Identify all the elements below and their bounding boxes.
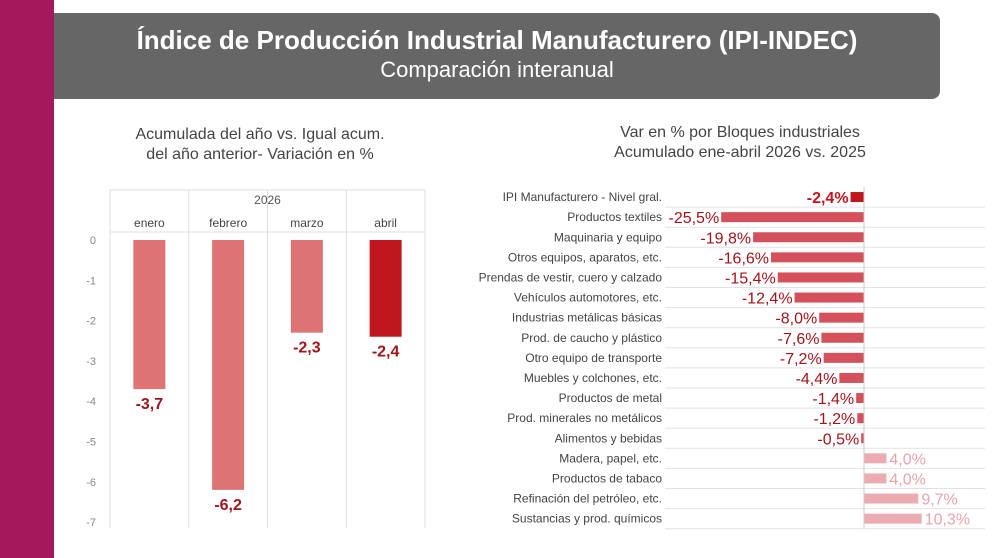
bar-value-label: -3,7: [136, 396, 164, 413]
page-title: Índice de Producción Industrial Manufact…: [136, 25, 858, 55]
bar-value-label: -1,2%: [813, 411, 855, 428]
bar-value-label: 9,7%: [921, 492, 957, 509]
category-label: Productos textiles: [567, 210, 662, 224]
bar-value-label: -8,0%: [775, 311, 817, 328]
left-chart-title: Acumulada del año vs. Igual acum. del añ…: [90, 125, 430, 165]
category-label: Productos de metal: [559, 391, 662, 405]
block-bar: [864, 493, 919, 504]
block-bar: [839, 372, 864, 383]
block-bar: [850, 192, 864, 203]
y-tick-label: -5: [86, 437, 96, 449]
y-tick-label: -3: [86, 356, 96, 368]
category-label: Sustancias y prod. químicos: [512, 512, 662, 526]
year-group-label: 2026: [254, 193, 281, 207]
block-bar: [721, 212, 864, 223]
category-label: Otro equipo de transporte: [525, 351, 662, 365]
block-bar: [753, 232, 864, 243]
month-label: enero: [134, 216, 165, 230]
y-tick-label: 0: [90, 235, 96, 247]
month-bar: [290, 240, 323, 333]
bar-value-label: 4,0%: [889, 451, 925, 468]
category-label: Prod. minerales no metálicos: [507, 411, 662, 425]
left-chart-title-line2: del año anterior- Variación en %: [146, 146, 374, 163]
category-label: Refinación del petróleo, etc.: [513, 492, 662, 506]
month-bar: [212, 240, 245, 490]
category-label: Maquinaria y equipo: [554, 230, 662, 244]
block-bar: [821, 332, 864, 343]
right-chart-title-line2: Acumulado ene-abril 2026 vs. 2025: [614, 144, 866, 161]
block-bar: [771, 252, 864, 263]
month-bar: [369, 240, 402, 337]
y-tick-label: -6: [86, 477, 96, 489]
block-bar: [823, 352, 864, 363]
bar-value-label: -2,3: [293, 340, 321, 357]
left-chart-title-line1: Acumulada del año vs. Igual acum.: [135, 126, 385, 143]
category-label: Madera, papel, etc.: [559, 451, 662, 465]
category-label: Muebles y colchones, etc.: [524, 371, 662, 385]
block-bar: [861, 433, 864, 444]
block-bar: [819, 312, 864, 323]
category-label: Industrias metálicas básicas: [512, 311, 662, 325]
category-label: Otros equipos, aparatos, etc.: [508, 250, 662, 264]
bar-value-label: -7,2%: [780, 351, 822, 368]
bar-value-label: 4,0%: [889, 471, 925, 488]
block-bar: [856, 393, 864, 404]
month-label: abril: [374, 216, 397, 230]
page-subtitle: Comparación interanual: [380, 57, 614, 82]
category-label: Vehículos automotores, etc.: [514, 291, 662, 305]
category-label: Prendas de vestir, cuero y calzado: [479, 270, 663, 284]
bar-value-label: -4,4%: [796, 371, 838, 388]
bar-value-label: -25,5%: [668, 210, 719, 227]
bar-value-label: 10,3%: [925, 512, 970, 529]
bar-value-label: -16,6%: [718, 250, 769, 267]
sidebar-band: [0, 0, 54, 558]
right-chart-title: Var en % por Bloques industriales Acumul…: [560, 123, 920, 163]
block-bar: [794, 292, 864, 303]
bar-value-label: -19,8%: [700, 230, 751, 247]
bar-value-label: -12,4%: [742, 291, 793, 308]
y-tick-label: -2: [86, 316, 96, 328]
y-tick-label: -1: [86, 275, 96, 287]
month-bar: [133, 240, 166, 390]
category-label: IPI Manufacturero - Nivel gral.: [503, 190, 662, 204]
bar-value-label: -0,5%: [817, 431, 859, 448]
month-label: marzo: [290, 216, 324, 230]
bar-value-label: -15,4%: [725, 270, 776, 287]
month-label: febrero: [209, 216, 247, 230]
bar-value-label: -1,4%: [812, 391, 854, 408]
block-bar: [777, 272, 864, 283]
right-chart-title-line1: Var en % por Bloques industriales: [620, 124, 860, 141]
bar-value-label: -6,2: [214, 497, 242, 514]
block-bar: [857, 413, 864, 424]
y-tick-label: -7: [86, 517, 96, 529]
bar-value-label: -2,4: [372, 344, 400, 361]
y-tick-label: -4: [86, 396, 96, 408]
bar-value-label: -7,6%: [778, 331, 820, 348]
category-label: Alimentos y bebidas: [555, 431, 662, 445]
category-label: Productos de tabaco: [552, 471, 662, 485]
bar-value-label: -2,4%: [807, 190, 849, 207]
block-bar: [864, 513, 922, 524]
block-bar: [864, 453, 887, 464]
category-label: Prod. de caucho y plástico: [521, 331, 662, 345]
block-bar: [864, 473, 887, 484]
header-banner: Índice de Producción Industrial Manufact…: [54, 13, 940, 99]
